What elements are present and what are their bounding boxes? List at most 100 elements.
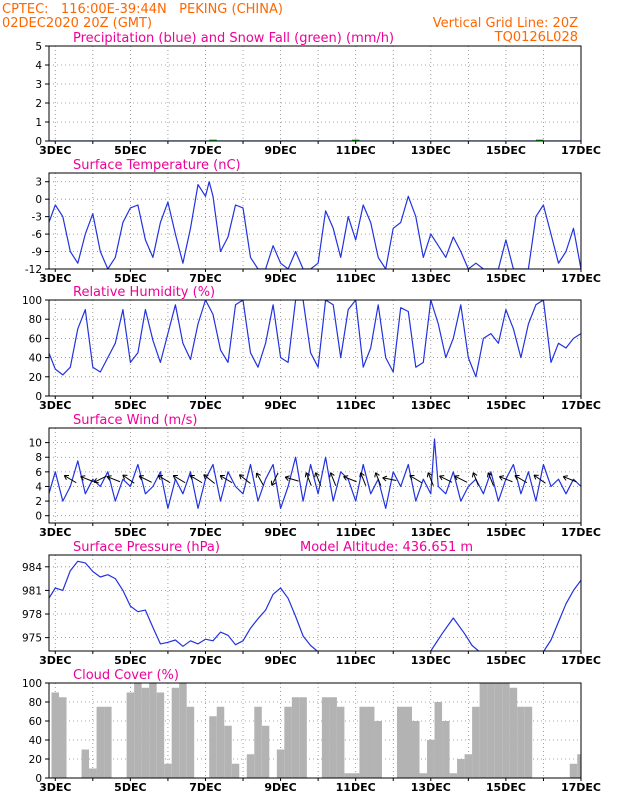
cloud-bar <box>149 683 157 778</box>
wind-arrow <box>284 475 299 482</box>
x-tick-label: 13DEC <box>411 272 451 285</box>
cloud-bar <box>366 706 375 778</box>
panel-frame <box>48 172 582 270</box>
x-tick-label: 9DEC <box>264 272 296 285</box>
x-tick-label: 17DEC <box>561 781 601 794</box>
wind-arrow <box>157 474 171 484</box>
cloud-bar <box>479 683 488 778</box>
panel-frame <box>48 427 582 524</box>
x-tick-label: 11DEC <box>336 399 376 412</box>
panel-precip: Precipitation (blue) and Snow Fall (gree… <box>35 31 601 157</box>
cloud-bar <box>427 740 435 778</box>
cloud-bar <box>276 749 285 778</box>
header-location: CPTEC: 116:00E-39:44N PEKING (CHINA) <box>2 2 283 17</box>
cloud-bar <box>457 759 465 778</box>
panel-temp: Surface Temperature (nC) -12 -9 -6 -3 0 3 3DEC 5… <box>25 158 601 285</box>
wind-arrow <box>426 472 434 486</box>
cloud-bar <box>291 697 300 778</box>
x-tick-label: 11DEC <box>336 144 376 157</box>
panel-data <box>49 560 581 651</box>
cloud-bar <box>89 768 97 778</box>
panel-data <box>51 683 581 778</box>
y-tick-label: 2 <box>35 496 42 508</box>
x-tick-label: 17DEC <box>561 144 601 157</box>
x-tick-label: 17DEC <box>561 272 601 285</box>
wind-arrow <box>172 474 186 484</box>
cloud-bar <box>517 706 525 778</box>
cloud-bar <box>359 706 367 778</box>
panel-title: Precipitation (blue) and Snow Fall (gree… <box>73 31 394 46</box>
y-tick-label: 100 <box>22 678 42 690</box>
x-tick-label: 9DEC <box>264 399 296 412</box>
x-tick-label: 13DEC <box>411 526 451 539</box>
panel-title: Relative Humidity (%) <box>73 285 215 300</box>
wind-arrow <box>498 475 513 483</box>
y-tick-label: 975 <box>22 633 42 645</box>
y-tick-label: 4 <box>35 60 42 72</box>
x-tick-label: 11DEC <box>336 654 376 667</box>
wind-arrow <box>382 475 397 482</box>
y-tick-label: 0 <box>35 773 42 785</box>
x-tick-label: 9DEC <box>264 781 296 794</box>
x-tick-label: 3DEC <box>39 781 71 794</box>
y-tick-label: 984 <box>22 562 42 574</box>
x-tick-label: 17DEC <box>561 654 601 667</box>
cloud-bar <box>336 706 345 778</box>
cloud-bar <box>254 706 262 778</box>
y-tick-label: 5 <box>35 41 42 53</box>
x-tick-label: 9DEC <box>264 526 296 539</box>
cloud-bar <box>472 706 480 778</box>
y-tick-label: -9 <box>32 247 42 259</box>
cloud-bar <box>179 683 187 778</box>
cloud-bar <box>246 754 255 778</box>
panel-title: Surface Temperature (nC) <box>73 158 241 173</box>
y-tick-label: 20 <box>29 754 42 766</box>
cloud-bar <box>464 754 473 778</box>
x-tick-label: 13DEC <box>411 781 451 794</box>
cloud-bar <box>494 683 503 778</box>
cloud-bar <box>374 721 382 778</box>
cloud-bar <box>216 706 225 778</box>
x-tick-label: 15DEC <box>486 399 526 412</box>
panel-wind: Surface Wind (m/s) 0 2 4 6 8 10 3DEC 5DEC 7DEC 9DE… <box>29 413 601 539</box>
wind-arrow <box>314 472 322 486</box>
wind-arrow <box>238 474 251 484</box>
y-tick-label: -6 <box>32 229 43 241</box>
wind-arrow <box>471 472 479 486</box>
x-tick-label: 3DEC <box>39 144 71 157</box>
wind-arrow <box>138 475 152 483</box>
wind-arrow <box>203 474 216 484</box>
x-tick-label: 5DEC <box>114 781 146 794</box>
y-tick-label: 2 <box>35 98 42 110</box>
cloud-bar <box>104 706 112 778</box>
wind-arrow <box>219 474 233 484</box>
wind-arrow <box>304 472 312 486</box>
panel-frame <box>48 299 582 397</box>
cloud-bar <box>156 692 165 778</box>
x-tick-label: 5DEC <box>114 272 146 285</box>
cloud-bar <box>299 697 307 778</box>
cloud-bar <box>96 706 105 778</box>
x-tick-label: 11DEC <box>336 272 376 285</box>
cloud-bar <box>209 716 217 778</box>
cloud-bar <box>509 687 518 778</box>
wind-arrow <box>514 474 528 484</box>
x-tick-label: 17DEC <box>561 399 601 412</box>
y-tick-label: 0 <box>35 194 42 206</box>
y-tick-label: -12 <box>25 264 42 276</box>
panel-title: Cloud Cover (%) <box>73 668 179 683</box>
cloud-bar <box>351 773 360 778</box>
y-tick-label: 4 <box>35 481 42 493</box>
y-tick-label: 80 <box>29 314 42 326</box>
panel-title: Surface Pressure (hPa) <box>73 540 220 555</box>
x-tick-label: 17DEC <box>561 526 601 539</box>
wind-arrow <box>106 475 121 483</box>
cloud-bar <box>404 706 413 778</box>
y-tick-label: 978 <box>22 609 42 621</box>
cloud-bar <box>224 725 232 778</box>
y-tick-label: 20 <box>29 372 42 384</box>
x-tick-label: 7DEC <box>189 272 221 285</box>
panel-data <box>49 300 581 378</box>
cloud-bar <box>59 697 67 778</box>
x-tick-label: 15DEC <box>486 272 526 285</box>
